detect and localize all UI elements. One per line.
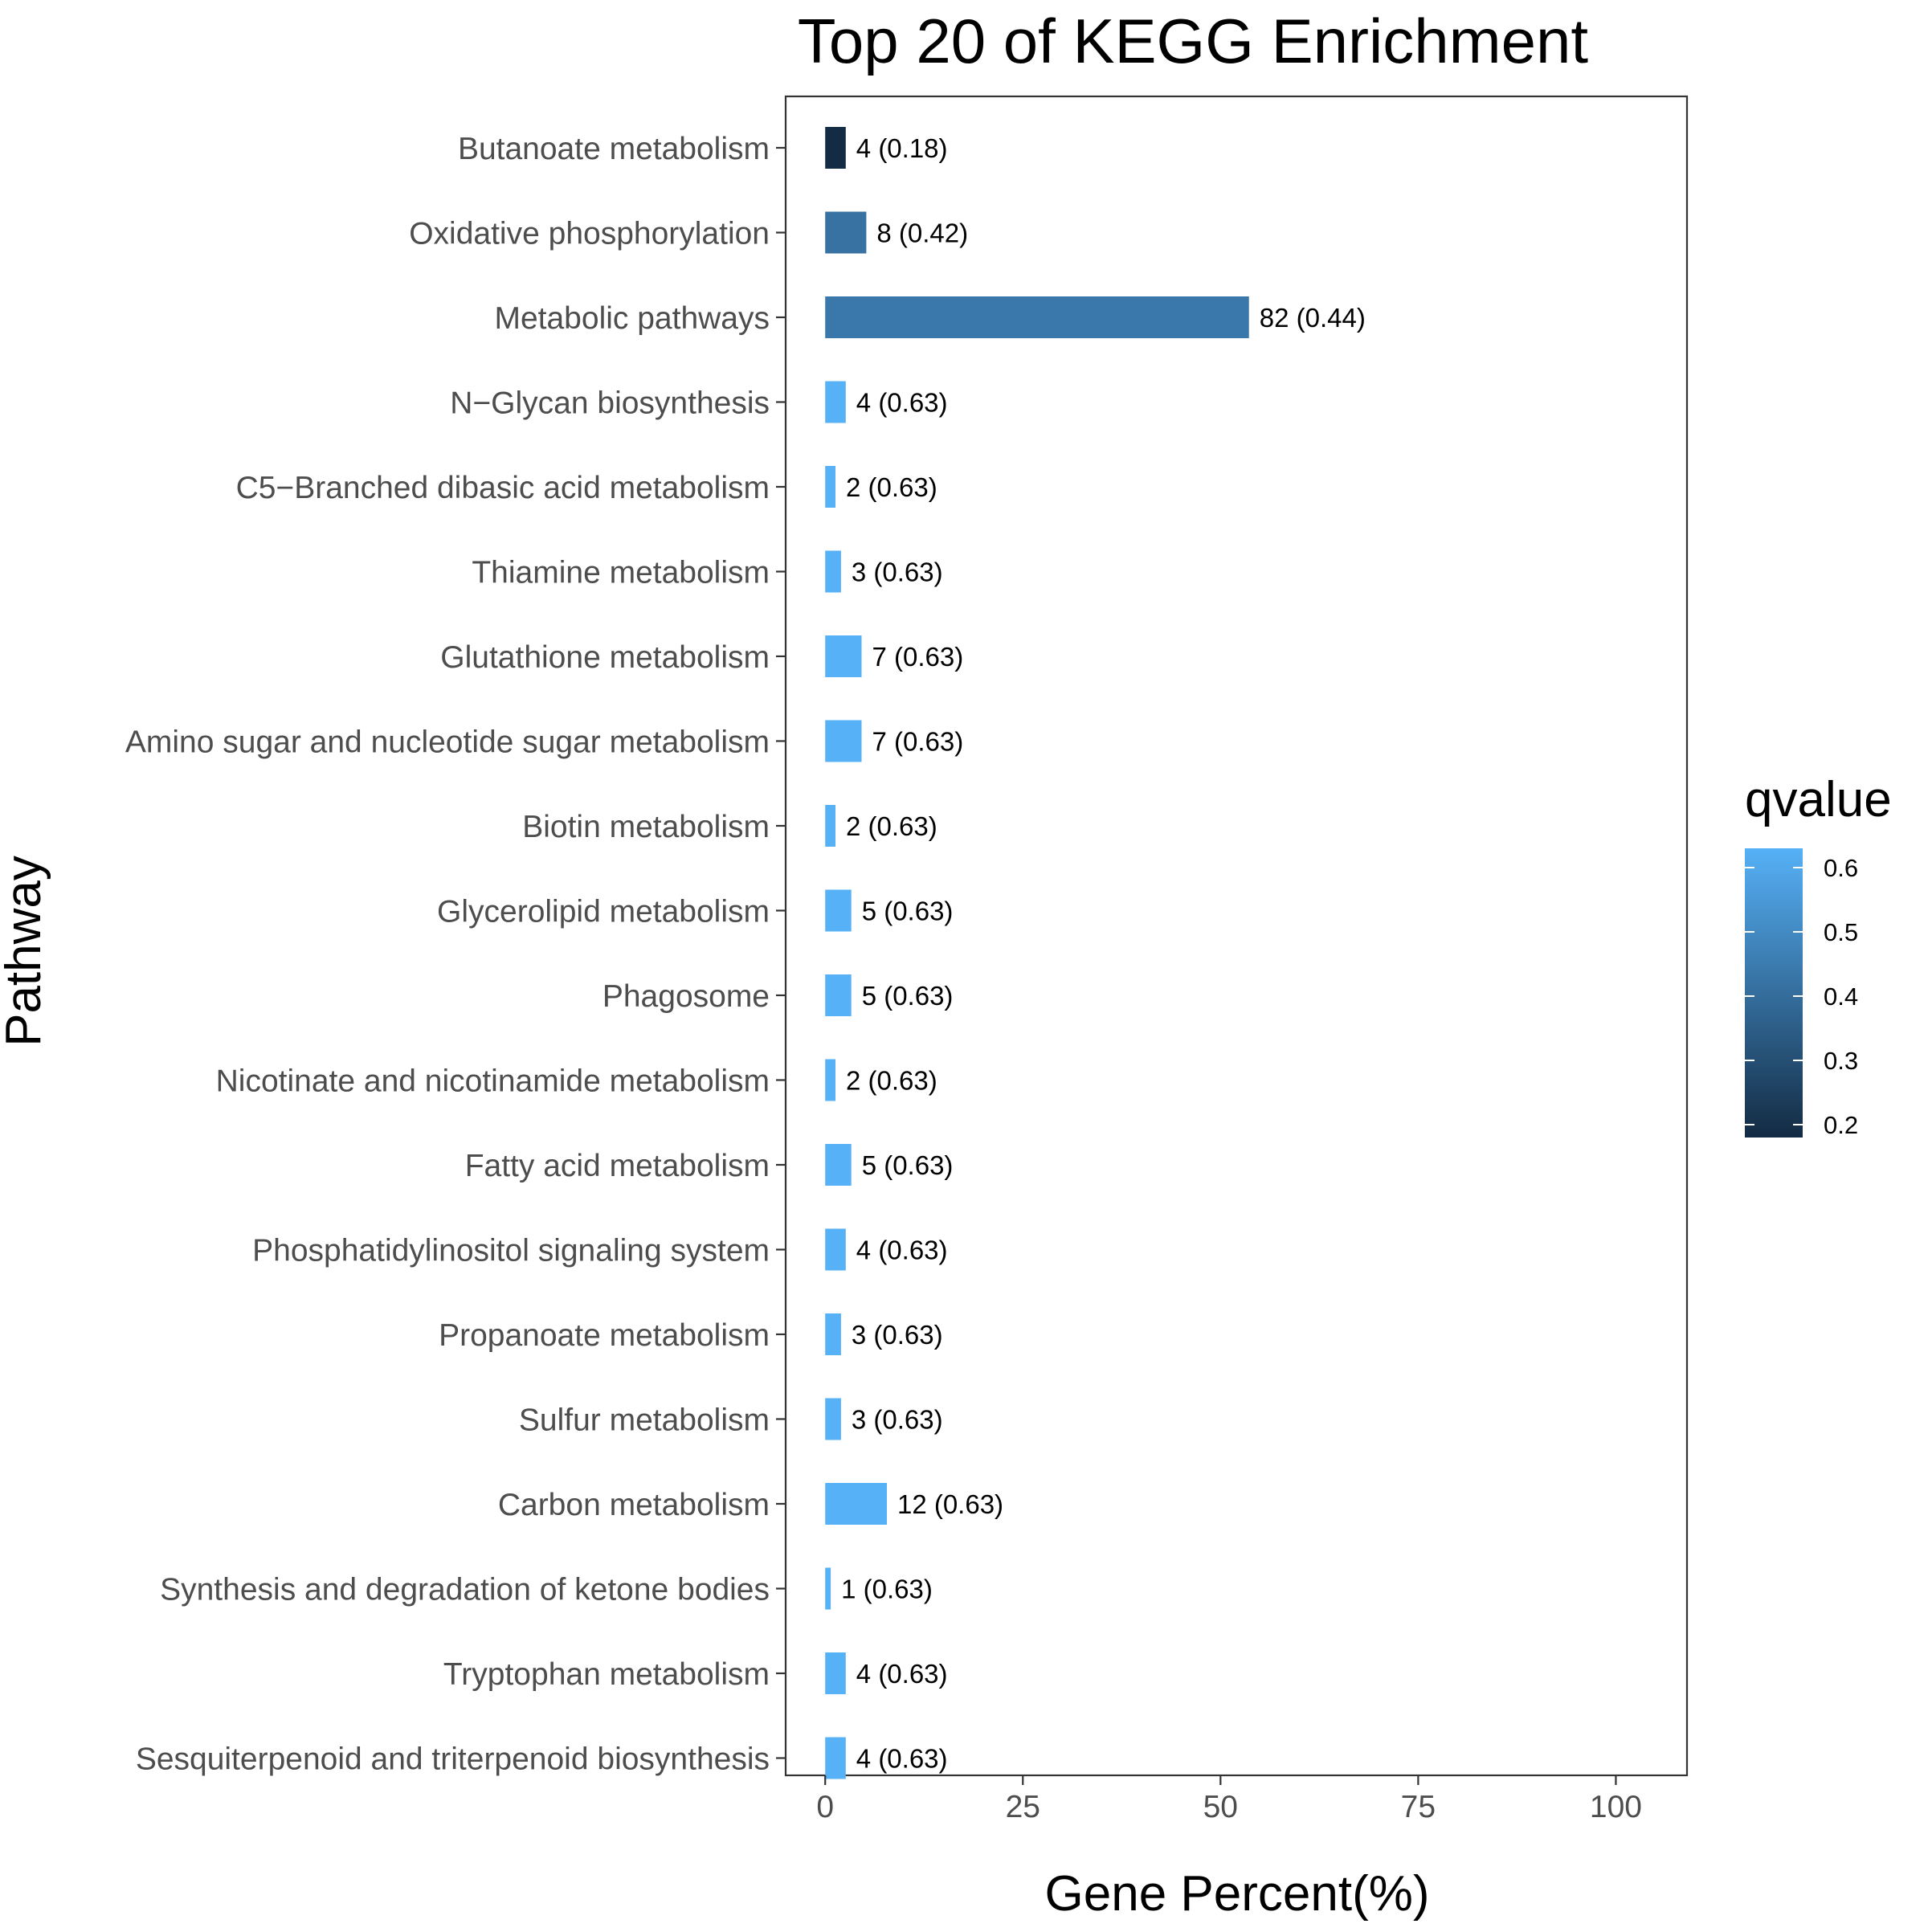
- x-axis-title: Gene Percent(%): [1045, 1866, 1430, 1922]
- legend-tick-label: 0.3: [1824, 1047, 1858, 1075]
- category-label: Amino sugar and nucleotide sugar metabol…: [125, 725, 770, 760]
- bar-data-label: 5 (0.63): [862, 981, 954, 1011]
- bar: [825, 1398, 841, 1440]
- bar: [825, 1567, 831, 1610]
- bar: [825, 1313, 841, 1355]
- bar-data-label: 4 (0.18): [856, 133, 948, 163]
- category-label: Glutathione metabolism: [440, 640, 770, 675]
- category-label: Butanoate metabolism: [458, 132, 770, 166]
- category-label: Carbon metabolism: [498, 1488, 770, 1522]
- category-label: Metabolic pathways: [494, 301, 770, 336]
- bar-data-label: 4 (0.63): [856, 388, 948, 418]
- x-tick-label: 0: [816, 1790, 834, 1824]
- bar-data-label: 7 (0.63): [872, 727, 963, 757]
- category-label: Oxidative phosphorylation: [409, 217, 770, 251]
- bar: [825, 635, 862, 677]
- bar: [825, 466, 836, 508]
- bar: [825, 1144, 852, 1186]
- category-label: Tryptophan metabolism: [443, 1657, 770, 1692]
- category-label: Synthesis and degradation of ketone bodi…: [160, 1573, 770, 1607]
- plot-area: 4 (0.18) Butanoate metabolism 8 (0.42) Oxid…: [125, 95, 1689, 1824]
- bar-data-label: 3 (0.63): [852, 1405, 943, 1435]
- bar: [825, 550, 841, 593]
- bar-data-label: 3 (0.63): [852, 1320, 943, 1350]
- category-label: Sulfur metabolism: [519, 1403, 770, 1438]
- category-label: Glycerolipid metabolism: [437, 895, 770, 929]
- bar: [825, 1483, 887, 1525]
- bar-data-label: 4 (0.63): [856, 1659, 948, 1689]
- color-legend: 0.2 0.3 0.4 0.5 0.6: [1745, 848, 1858, 1139]
- bar-data-label: 12 (0.63): [897, 1489, 1003, 1519]
- bar: [825, 211, 867, 254]
- category-label: Propanoate metabolism: [439, 1318, 770, 1353]
- bar: [825, 974, 852, 1016]
- category-label: Sesquiterpenoid and triterpenoid biosynt…: [136, 1742, 770, 1777]
- x-tick-label: 50: [1203, 1790, 1238, 1824]
- bar: [825, 296, 1249, 338]
- category-label: Phagosome: [602, 979, 770, 1014]
- legend-tick-label: 0.5: [1824, 918, 1858, 946]
- category-label: Biotin metabolism: [522, 810, 770, 844]
- bar-data-label: 7 (0.63): [872, 642, 963, 672]
- bar: [825, 805, 836, 847]
- bar-data-label: 2 (0.63): [846, 472, 937, 502]
- bar-data-label: 5 (0.63): [862, 1150, 954, 1180]
- legend-color-bar: [1745, 848, 1803, 1138]
- bar-data-label: 8 (0.42): [876, 219, 968, 248]
- bar-data-label: 82 (0.44): [1260, 303, 1366, 333]
- bar: [825, 1059, 836, 1101]
- bar-data-label: 2 (0.63): [846, 1066, 937, 1096]
- bar-data-label: 5 (0.63): [862, 897, 954, 926]
- x-tick-label: 25: [1006, 1790, 1040, 1824]
- category-label: N−Glycan biosynthesis: [450, 386, 770, 421]
- bar-data-label: 1 (0.63): [841, 1575, 933, 1604]
- panel-border: [784, 95, 1689, 1777]
- legend-tick-label: 0.2: [1824, 1111, 1858, 1139]
- bar: [825, 720, 862, 762]
- x-tick-label: 100: [1590, 1790, 1642, 1824]
- y-axis-title: Pathway: [0, 856, 51, 1047]
- legend-tick-label: 0.4: [1824, 982, 1858, 1011]
- bar: [825, 889, 852, 932]
- bar: [825, 1652, 846, 1694]
- bar: [825, 127, 846, 169]
- category-label: C5−Branched dibasic acid metabolism: [236, 471, 770, 505]
- category-label: Thiamine metabolism: [472, 556, 770, 590]
- bar-data-label: 2 (0.63): [846, 811, 937, 841]
- bar: [825, 381, 846, 423]
- x-tick-label: 75: [1401, 1790, 1436, 1824]
- bar-data-label: 3 (0.63): [852, 558, 943, 587]
- chart-title: Top 20 of KEGG Enrichment: [798, 6, 1588, 76]
- legend-tick-label: 0.6: [1824, 854, 1858, 882]
- category-label: Fatty acid metabolism: [465, 1149, 770, 1183]
- bar-data-label: 4 (0.63): [856, 1744, 948, 1774]
- bar: [825, 1228, 846, 1271]
- legend-title: qvalue: [1745, 772, 1892, 827]
- category-label: Nicotinate and nicotinamide metabolism: [216, 1064, 770, 1099]
- bar: [825, 1737, 846, 1779]
- category-label: Phosphatidylinositol signaling system: [252, 1234, 770, 1268]
- bar-data-label: 4 (0.63): [856, 1236, 948, 1265]
